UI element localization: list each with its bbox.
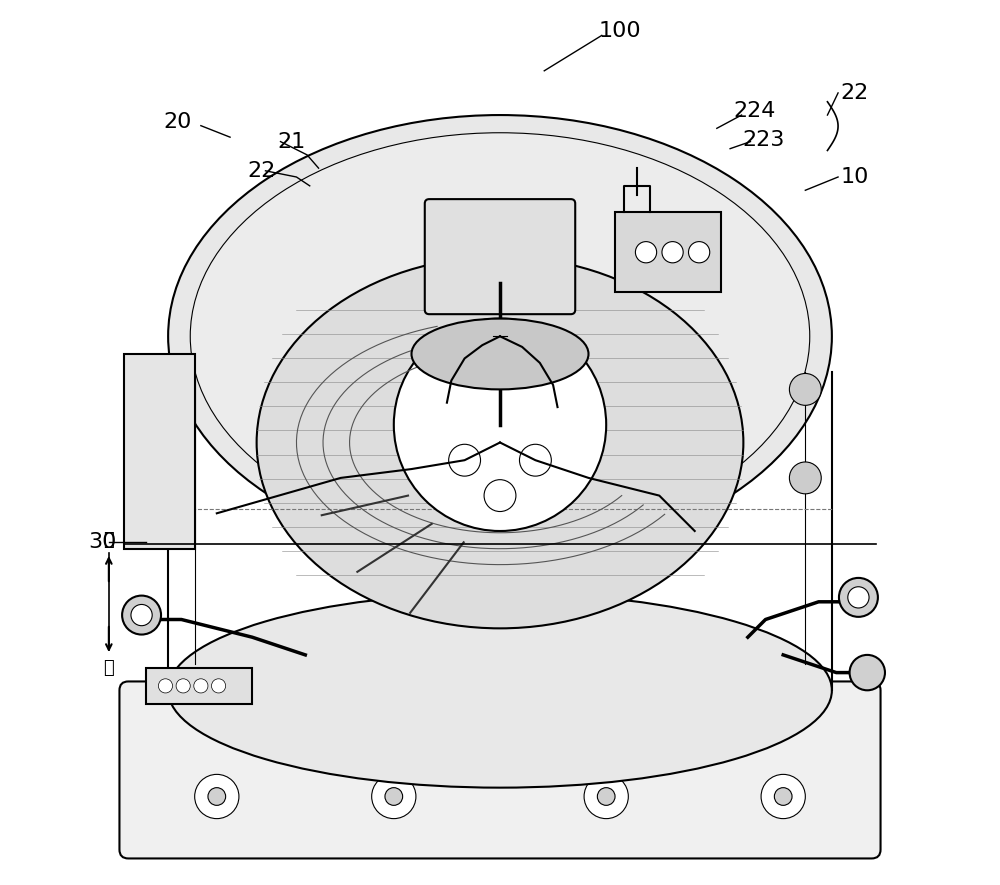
Circle shape bbox=[208, 788, 226, 805]
Text: 224: 224 bbox=[734, 101, 776, 120]
Bar bbox=[124, 354, 195, 549]
Text: 30: 30 bbox=[88, 532, 117, 551]
Text: 223: 223 bbox=[743, 130, 785, 150]
Circle shape bbox=[848, 587, 869, 608]
Circle shape bbox=[689, 242, 710, 263]
Circle shape bbox=[194, 679, 208, 693]
Circle shape bbox=[122, 596, 161, 635]
Circle shape bbox=[385, 788, 403, 805]
Circle shape bbox=[195, 774, 239, 819]
Circle shape bbox=[449, 444, 481, 476]
Circle shape bbox=[662, 242, 683, 263]
Bar bbox=[146, 668, 252, 704]
Text: 22: 22 bbox=[841, 83, 869, 103]
Text: 上: 上 bbox=[103, 531, 114, 549]
Ellipse shape bbox=[168, 115, 832, 558]
Circle shape bbox=[635, 242, 657, 263]
Text: 10: 10 bbox=[841, 167, 869, 187]
Circle shape bbox=[484, 480, 516, 512]
Text: 100: 100 bbox=[598, 21, 641, 41]
Bar bbox=[615, 212, 721, 292]
FancyBboxPatch shape bbox=[119, 681, 881, 858]
Circle shape bbox=[176, 679, 190, 693]
Ellipse shape bbox=[257, 257, 743, 628]
Ellipse shape bbox=[190, 133, 810, 540]
Circle shape bbox=[584, 774, 628, 819]
Circle shape bbox=[789, 462, 821, 494]
Circle shape bbox=[131, 604, 152, 626]
Circle shape bbox=[211, 679, 226, 693]
Circle shape bbox=[394, 319, 606, 531]
Circle shape bbox=[761, 774, 805, 819]
Text: 21: 21 bbox=[277, 132, 305, 151]
Text: 22: 22 bbox=[248, 161, 276, 181]
Circle shape bbox=[839, 578, 878, 617]
Circle shape bbox=[158, 679, 173, 693]
FancyBboxPatch shape bbox=[425, 199, 575, 314]
Circle shape bbox=[372, 774, 416, 819]
Circle shape bbox=[789, 373, 821, 405]
Ellipse shape bbox=[412, 319, 588, 389]
Circle shape bbox=[850, 655, 885, 690]
Text: 下: 下 bbox=[103, 659, 114, 677]
Circle shape bbox=[597, 788, 615, 805]
Circle shape bbox=[519, 444, 551, 476]
Circle shape bbox=[774, 788, 792, 805]
Text: 20: 20 bbox=[164, 112, 192, 132]
Ellipse shape bbox=[168, 593, 832, 788]
